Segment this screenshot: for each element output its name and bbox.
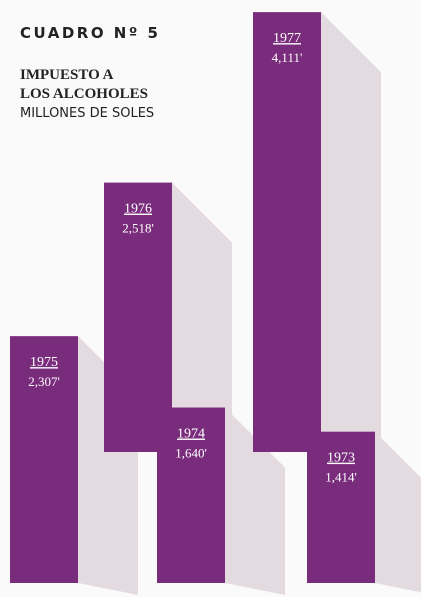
bar-shadow xyxy=(375,431,421,593)
value-label: 4,111' xyxy=(272,50,303,65)
bar-year: 1973 xyxy=(327,451,355,466)
bar-year: 1974 xyxy=(177,427,205,442)
bar xyxy=(104,182,172,452)
bar-shadow xyxy=(172,182,232,464)
chart-title: CUADRO Nº 5 xyxy=(20,24,160,42)
value-label: 1,640' xyxy=(175,446,207,461)
bar xyxy=(307,431,375,583)
unit-label: MILLONES DE SOLES xyxy=(20,106,154,121)
bar-year: 1977 xyxy=(273,31,301,46)
bar-year: 1976 xyxy=(124,202,152,217)
bars: 1975 2,307' 1976 2,518' 1974 1,640' 1977 4,111'… xyxy=(10,12,375,583)
shadows xyxy=(78,12,421,595)
value-label: 2,518' xyxy=(122,221,154,236)
subtitle-line: LOS ALCOHOLES xyxy=(20,86,148,102)
subtitle-line: IMPUESTO A xyxy=(20,67,114,83)
bar-shadow xyxy=(321,12,381,465)
bar-year: 1975 xyxy=(30,355,58,370)
bar-shadow xyxy=(225,407,285,595)
bar xyxy=(253,12,321,453)
value-label: 1,414' xyxy=(325,470,357,485)
value-label: 2,307' xyxy=(28,374,60,389)
bar xyxy=(157,407,225,583)
bar xyxy=(10,336,78,583)
